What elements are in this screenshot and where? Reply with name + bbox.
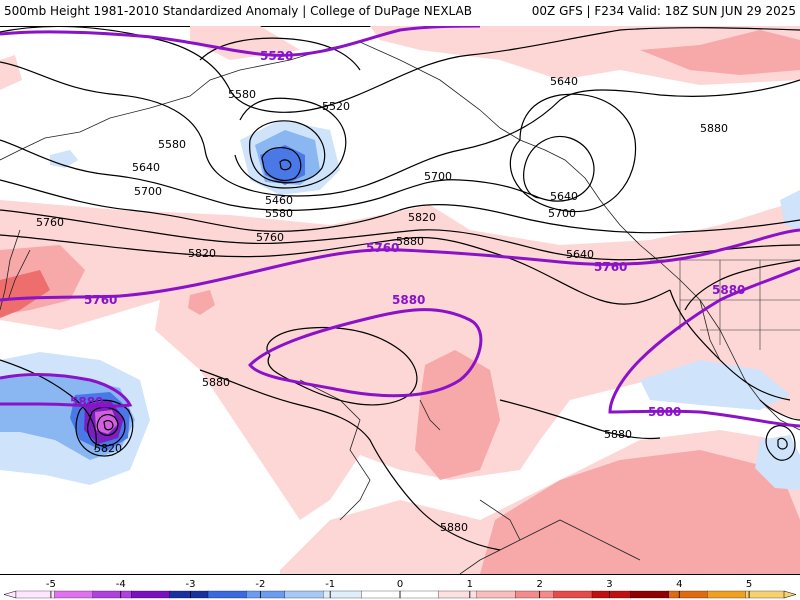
color-scale-tick-label: -3 bbox=[186, 579, 196, 590]
model-run-info: 00Z GFS | F234 Valid: 18Z SUN JUN 29 202… bbox=[531, 4, 796, 18]
contour-label: 5880 bbox=[396, 235, 424, 248]
contour-label: 5760 bbox=[594, 260, 627, 274]
contour-label: 5640 bbox=[550, 190, 578, 203]
color-scale-segment bbox=[131, 590, 171, 599]
color-scale-bar: -5 -4 -3 -2 -1 0 1 2 3 4 5 bbox=[0, 574, 800, 600]
color-scale-segment bbox=[630, 590, 670, 599]
anomaly-shading bbox=[0, 26, 800, 574]
color-scale-ticks: -5 -4 -3 -2 -1 0 1 2 3 4 5 bbox=[46, 579, 752, 598]
negative-anomaly-area bbox=[640, 360, 790, 410]
contour-label: 5460 bbox=[265, 194, 293, 207]
positive-anomaly-area bbox=[188, 290, 215, 315]
color-scale-segment bbox=[515, 590, 555, 599]
contour-label: 5760 bbox=[84, 293, 117, 307]
color-scale: -5 -4 -3 -2 -1 0 1 2 3 4 5 bbox=[3, 579, 797, 599]
negative-anomaly-area bbox=[780, 190, 800, 230]
color-scale-tick-label: 4 bbox=[676, 579, 682, 590]
color-scale-segment bbox=[745, 590, 785, 599]
color-scale-segment bbox=[246, 590, 286, 599]
negative-anomaly-area bbox=[260, 145, 305, 185]
contour-label: 5760 bbox=[256, 231, 284, 244]
color-scale-tick-label: -4 bbox=[116, 579, 126, 590]
highlight-contours bbox=[0, 26, 800, 428]
contour-label: 5700 bbox=[424, 170, 452, 183]
contour-label: 5760 bbox=[36, 216, 64, 229]
purple-contour-labels: 5520 5760 5760 5760 5880 5880 5880 5880 bbox=[70, 49, 745, 419]
color-scale-left-arrow bbox=[3, 590, 17, 599]
color-scale-tick-label: 3 bbox=[606, 579, 612, 590]
color-scale-segment bbox=[284, 590, 324, 599]
negative-anomaly-area bbox=[755, 435, 800, 490]
map-panel: 5580 5520 5580 5640 5700 5460 5580 5760 … bbox=[0, 26, 800, 574]
color-scale-segments bbox=[3, 590, 797, 599]
color-scale-segment bbox=[323, 590, 363, 599]
color-scale-segment bbox=[207, 590, 248, 599]
contour-label: 5760 bbox=[366, 241, 399, 255]
color-scale-segment bbox=[361, 590, 401, 599]
color-scale-tick-label: -5 bbox=[46, 579, 56, 590]
contour-label: 5880 bbox=[712, 283, 745, 297]
color-scale-tick-label: -1 bbox=[325, 579, 335, 590]
positive-anomaly-area bbox=[415, 350, 500, 480]
contour-label: 5880 bbox=[700, 122, 728, 135]
contour-label: 5820 bbox=[94, 442, 122, 455]
color-scale-tick-label: -2 bbox=[255, 579, 265, 590]
contour-label: 5820 bbox=[408, 211, 436, 224]
contour-label: 5880 bbox=[70, 395, 103, 409]
contour-label: 5640 bbox=[566, 248, 594, 261]
contour-label: 5520 bbox=[260, 49, 293, 63]
positive-anomaly-area bbox=[190, 26, 300, 60]
contour-label: 5880 bbox=[202, 376, 230, 389]
header-bar: 500mb Height 1981-2010 Standardized Anom… bbox=[0, 0, 800, 27]
black-contour-labels: 5580 5520 5580 5640 5700 5460 5580 5760 … bbox=[36, 75, 728, 534]
color-scale-segment bbox=[438, 590, 478, 599]
contour-label: 5580 bbox=[265, 207, 293, 220]
contour-label: 5640 bbox=[550, 75, 578, 88]
color-scale-segment bbox=[707, 590, 747, 599]
color-scale-tick-label: 1 bbox=[467, 579, 473, 590]
contour-label: 5820 bbox=[188, 247, 216, 260]
color-scale-right-arrow bbox=[783, 590, 797, 599]
color-scale-segment bbox=[553, 590, 593, 599]
positive-anomaly-area bbox=[0, 55, 22, 90]
color-scale-segment bbox=[15, 590, 56, 599]
color-scale-segment bbox=[92, 590, 132, 599]
map-title: 500mb Height 1981-2010 Standardized Anom… bbox=[4, 4, 472, 18]
contour-label: 5640 bbox=[132, 161, 160, 174]
contour-label: 5580 bbox=[158, 138, 186, 151]
color-scale-tick-label: 2 bbox=[536, 579, 542, 590]
color-scale-segment bbox=[169, 590, 209, 599]
color-scale-tick-label: 0 bbox=[397, 579, 403, 590]
color-scale-segment bbox=[54, 590, 94, 599]
color-scale-segment bbox=[399, 590, 440, 599]
color-scale-segment bbox=[668, 590, 708, 599]
positive-anomaly-area bbox=[0, 200, 800, 520]
contour-label: 5880 bbox=[648, 405, 681, 419]
contour-label: 5700 bbox=[134, 185, 162, 198]
positive-anomaly-area bbox=[0, 270, 50, 318]
positive-anomaly-area bbox=[480, 450, 800, 574]
height-contours bbox=[0, 26, 800, 551]
contour-label: 5880 bbox=[392, 293, 425, 307]
contour-label: 5700 bbox=[548, 207, 576, 220]
color-scale-tick-label: 5 bbox=[746, 579, 752, 590]
contour-label: 5580 bbox=[228, 88, 256, 101]
color-scale-segment bbox=[476, 590, 516, 599]
positive-anomaly-area bbox=[640, 30, 800, 75]
color-scale-segment bbox=[591, 590, 632, 599]
contour-label: 5880 bbox=[440, 521, 468, 534]
contour-label: 5880 bbox=[604, 428, 632, 441]
contour-label: 5520 bbox=[322, 100, 350, 113]
